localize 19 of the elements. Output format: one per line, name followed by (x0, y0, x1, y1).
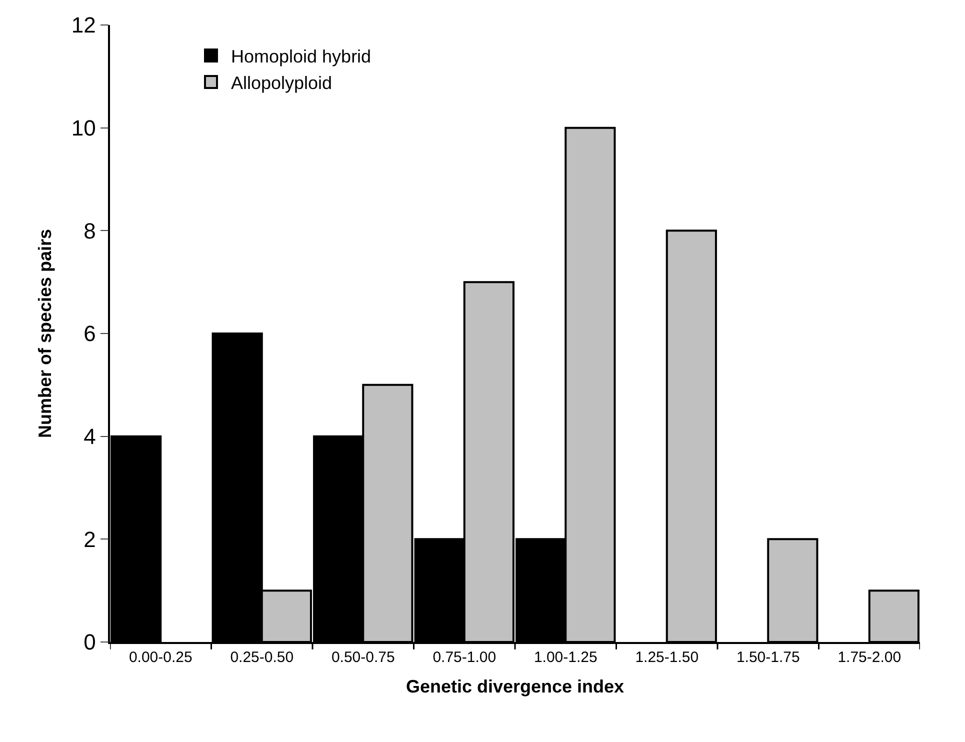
y-tick-label: 8 (84, 218, 96, 244)
y-tick-label: 0 (84, 630, 96, 655)
x-tick-label: 1.75-2.00 (838, 648, 902, 666)
x-tick-label: 0.25-0.50 (230, 648, 294, 666)
y-tick-label: 12 (71, 12, 96, 38)
y-tick-label: 4 (84, 424, 96, 450)
x-axis-title: Genetic divergence index (406, 676, 624, 696)
x-tick-label: 0.75-1.00 (432, 648, 496, 666)
x-tick-label: 1.00-1.25 (534, 648, 598, 666)
legend-label: Allopolyploid (231, 72, 332, 93)
x-tick-label: 0.50-0.75 (331, 648, 395, 666)
y-tick-label: 6 (84, 321, 96, 346)
x-tick-label: 1.50-1.75 (736, 648, 800, 666)
y-tick-label: 2 (84, 526, 96, 552)
legend-label: Homoploid hybrid (231, 46, 372, 67)
x-tick-label: 1.25-1.50 (635, 648, 699, 666)
y-tick-label: 10 (71, 116, 96, 141)
y-axis-title: Number of species pairs (35, 228, 56, 438)
x-tick-label: 0.00-0.25 (128, 648, 192, 666)
